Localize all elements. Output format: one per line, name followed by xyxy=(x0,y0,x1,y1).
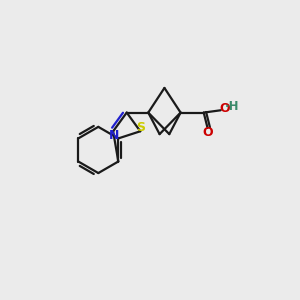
Text: O: O xyxy=(219,102,230,115)
Text: O: O xyxy=(202,126,213,139)
Text: S: S xyxy=(136,121,146,134)
Text: ·H: ·H xyxy=(225,100,239,113)
Text: N: N xyxy=(109,129,119,142)
